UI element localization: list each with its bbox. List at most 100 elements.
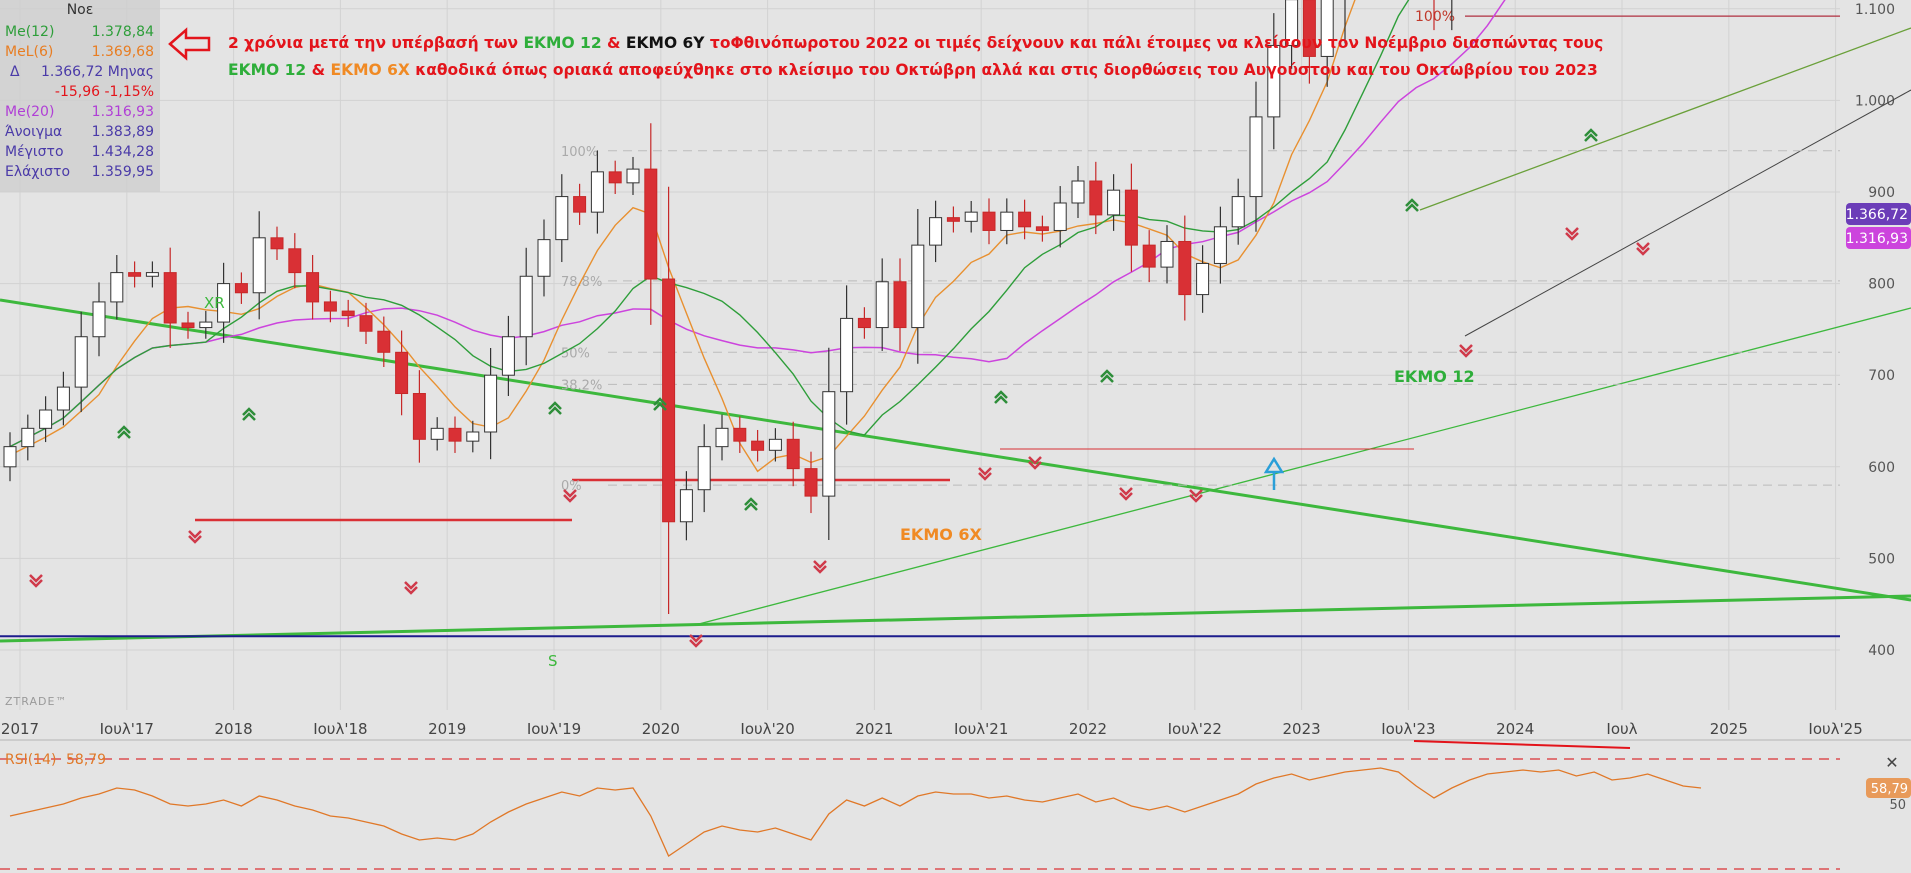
candle	[199, 310, 213, 339]
candle-body	[946, 217, 960, 222]
legend-value: 1.366,72 Μηνας	[40, 64, 154, 80]
candle	[1302, 0, 1316, 84]
candle	[3, 432, 17, 482]
candle-body	[573, 196, 587, 213]
trendline-s-support	[0, 594, 1911, 643]
price-badge: 1.366,72	[1846, 203, 1911, 225]
candle	[840, 285, 854, 425]
ma20-badge: 1.316,93	[1846, 227, 1911, 249]
candle-body	[1071, 180, 1085, 204]
annotation-arrow-icon	[168, 27, 211, 61]
legend-header: Νοε	[66, 2, 94, 18]
x-tick-label: Ιουλ'25	[1808, 720, 1862, 738]
candle-body	[145, 272, 159, 277]
x-tick-label: 2022	[1069, 720, 1107, 738]
candle	[537, 219, 551, 297]
candle	[359, 302, 373, 345]
y-tick-label: 400	[1868, 643, 1895, 659]
rsi-close-button[interactable]: ✕	[1885, 753, 1898, 772]
candle-body	[733, 427, 747, 442]
candle-body	[288, 248, 302, 274]
candle	[110, 255, 124, 320]
x-tick-label: Ιουλ'17	[100, 720, 154, 738]
marker-up-chevron	[994, 390, 1008, 404]
candle	[715, 414, 729, 461]
legend-row: Ελάχιστο 1.359,95	[0, 162, 160, 182]
candle	[395, 330, 409, 416]
fib-right: 0%38.2%50%61.8%100%	[1415, 9, 1840, 25]
candle-body	[395, 351, 409, 395]
legend-box: Νοε Me(12) 1.378,84 MeL(6) 1.369,68 Δ 1.366,7…	[0, 0, 160, 192]
legend-rows: Me(12) 1.378,84 MeL(6) 1.369,68 Δ 1.366,72 Μη…	[0, 22, 160, 182]
annotation-part: ΕΚΜΟ 12	[523, 34, 602, 52]
marker-up-chevron	[653, 397, 667, 411]
legend-label: Me(20)	[5, 104, 55, 120]
candle	[1267, 13, 1281, 150]
candle	[448, 416, 462, 453]
legend-value: 1.316,93	[91, 104, 154, 120]
candle-body	[1035, 226, 1049, 231]
annotation-text: 2 χρόνια μετά την υπέρβασή των ΕΚΜΟ 12 &…	[228, 30, 1603, 84]
legend-value: 1.369,68	[91, 44, 154, 60]
fib-left: 100% 78.8% 50% 38.2% 0%	[561, 145, 1840, 494]
candle	[288, 233, 302, 289]
candle-body	[644, 168, 658, 280]
annotation-part: ΕΚΜΟ 12	[228, 61, 307, 79]
candle	[751, 429, 765, 462]
candle-body	[1124, 189, 1138, 246]
rsi-divergence-line	[1413, 740, 1631, 749]
marker-up-chevron	[117, 425, 131, 439]
candle-body	[3, 446, 17, 468]
candle	[1320, 0, 1334, 87]
candle-body	[964, 211, 978, 222]
marker-up-chevron	[1584, 128, 1598, 142]
x-tick-label: Ιουλ'19	[527, 720, 581, 738]
candle	[217, 262, 231, 343]
price-badge-text: 1.366,72	[1846, 207, 1908, 223]
legend-row: Me(12) 1.378,84	[0, 22, 160, 42]
candle-body	[181, 322, 195, 329]
candle-body	[110, 272, 124, 303]
candle	[733, 416, 747, 453]
candle	[608, 160, 622, 195]
candle-body	[519, 275, 533, 338]
candle-body	[857, 317, 871, 329]
blue-up-arrow	[1263, 456, 1285, 490]
candle-body	[252, 237, 266, 294]
candle	[982, 198, 996, 245]
candle-body	[679, 489, 693, 523]
marker-up-chevron	[548, 401, 562, 415]
fib-left-label: 100%	[561, 145, 598, 160]
candle	[1053, 186, 1067, 248]
x-tick-label: 2025	[1710, 720, 1748, 738]
candle	[1107, 174, 1121, 231]
rsi-badge-bg	[1866, 778, 1911, 798]
candle-body	[590, 171, 604, 213]
candle-body	[1107, 189, 1121, 216]
candle-body	[697, 446, 711, 491]
candle	[163, 247, 177, 348]
legend-value: 1.378,84	[91, 24, 154, 40]
x-tick-label: Ιουλ'18	[313, 720, 367, 738]
marker-up-chevron	[744, 497, 758, 511]
x-tick-label: 2017	[1, 720, 39, 738]
candle	[768, 428, 782, 462]
candle-body	[1249, 116, 1263, 198]
y-tick-label: 500	[1868, 551, 1895, 567]
legend-value: 1.359,95	[91, 164, 154, 180]
x-tick-label: Ιουλ'23	[1381, 720, 1435, 738]
candle	[929, 200, 943, 263]
annotation-part: &	[306, 61, 331, 79]
candle-body	[466, 431, 480, 442]
marker-down-chevron	[1189, 489, 1203, 503]
candle	[555, 174, 569, 263]
candle	[519, 247, 533, 366]
legend-row: -15,96 -1,15%	[0, 82, 160, 102]
candle-body	[1267, 44, 1281, 118]
candle-body	[768, 438, 782, 451]
candle	[21, 414, 35, 461]
annotation-part: &	[601, 34, 626, 52]
candle	[804, 451, 818, 514]
trend-lines	[0, 27, 1911, 643]
